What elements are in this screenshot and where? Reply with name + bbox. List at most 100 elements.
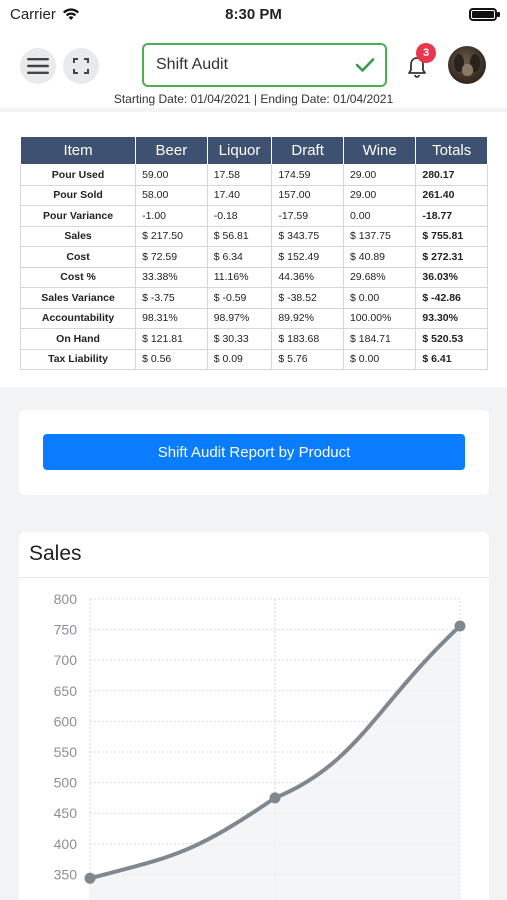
table-row: Cost $ 72.59 $ 6.34 $ 152.49 $ 40.89 $ 272.31 [19,246,488,268]
total-cell: -18.77 [415,205,488,227]
total-cell: $ 520.53 [415,328,488,350]
row-label: Accountability [19,307,137,329]
table-cell: 59.00 [135,164,208,186]
table-cell: $ 152.49 [271,246,344,268]
table-cell: $ 137.75 [342,225,417,247]
table-cell: 29.68% [342,266,417,288]
sales-point [269,792,281,804]
table-cell: $ 0.00 [342,348,417,370]
table-cell: $ 183.68 [271,328,344,350]
row-label: Cost % [19,266,137,288]
table-cell: $ 0.09 [206,348,273,370]
column-header: Draft [271,136,344,165]
notification-badge: 3 [416,43,436,63]
table-cell: 11.16% [206,266,273,288]
wifi-icon [62,8,79,20]
table-cell: 29.00 [342,164,417,186]
row-label: Pour Sold [19,184,137,206]
row-label: Cost [19,246,137,268]
avatar[interactable] [448,46,486,84]
sales-area [90,626,460,900]
total-cell: $ -42.86 [415,287,488,309]
table-cell: $ 30.33 [206,328,273,350]
table-cell: 33.38% [135,266,208,288]
table-cell: $ 56.81 [206,225,273,247]
table-cell: $ 40.89 [342,246,417,268]
hamburger-icon [27,58,49,74]
y-tick-label: 350 [54,866,78,882]
column-header: Wine [342,136,417,165]
table-cell: 89.92% [271,307,344,329]
page-title-selector[interactable]: Shift Audit [142,43,387,87]
divider [19,577,489,578]
table-cell: 29.00 [342,184,417,206]
sales-chart-card: Sales 800 750 700 650 600 550 500 450 400 350 300 [19,532,489,900]
table-row: Sales Variance $ -3.75 $ -0.59 $ -38.52 $ 0.… [19,287,488,309]
table-cell: 17.58 [206,164,273,186]
chart-title: Sales [29,542,82,565]
column-header: Totals [415,136,488,165]
table-cell: 98.31% [135,307,208,329]
table-cell: -0.18 [206,205,273,227]
audit-table: Item Beer Liquor Draft Wine Totals Pour … [19,136,488,370]
app-header: Shift Audit 3 Starting Date: 01/04/2021 … [0,28,507,108]
table-row: Pour Variance -1.00 -0.18 -17.59 0.00 -18.77 [19,205,488,227]
table-row: Pour Used 59.00 17.58 174.59 29.00 280.17 [19,164,488,186]
fullscreen-button[interactable] [63,48,99,84]
column-header: Beer [135,136,208,165]
table-cell: $ 5.76 [271,348,344,370]
row-label: Sales Variance [19,287,137,309]
table-row: Pour Sold 58.00 17.40 157.00 29.00 261.40 [19,184,488,206]
report-card: Shift Audit Report by Product [19,410,489,495]
table-cell: $ 6.34 [206,246,273,268]
table-cell: $ 0.00 [342,287,417,309]
total-cell: $ 6.41 [415,348,488,370]
y-tick-label: 300 [54,897,78,900]
table-cell: 44.36% [271,266,344,288]
status-bar: Carrier 8:30 PM [0,0,507,28]
total-cell: 280.17 [415,164,488,186]
menu-button[interactable] [20,48,56,84]
y-tick-label: 500 [54,775,78,791]
table-cell: $ -3.75 [135,287,208,309]
row-label: On Hand [19,328,137,350]
row-label: Tax Liability [19,348,137,370]
table-cell: $ 72.59 [135,246,208,268]
expand-icon [73,58,89,74]
table-row: On Hand $ 121.81 $ 30.33 $ 183.68 $ 184.71 $ … [19,328,488,350]
table-cell: $ 343.75 [271,225,344,247]
column-header: Item [19,136,137,165]
checkmark-icon [355,58,375,72]
shift-audit-report-button[interactable]: Shift Audit Report by Product [43,434,465,470]
table-row: Cost % 33.38% 11.16% 44.36% 29.68% 36.03% [19,266,488,288]
total-cell: $ 755.81 [415,225,488,247]
column-header: Liquor [206,136,273,165]
table-cell: 100.00% [342,307,417,329]
table-cell: $ 217.50 [135,225,208,247]
y-tick-label: 700 [54,652,78,668]
table-row: Tax Liability $ 0.56 $ 0.09 $ 5.76 $ 0.00 $ 6… [19,348,488,370]
table-row: Sales $ 217.50 $ 56.81 $ 343.75 $ 137.75 $ 75… [19,225,488,247]
y-tick-label: 750 [54,622,78,638]
table-cell: $ 184.71 [342,328,417,350]
table-header-row: Item Beer Liquor Draft Wine Totals [19,136,488,165]
table-cell: 17.40 [206,184,273,206]
total-cell: $ 272.31 [415,246,488,268]
y-tick-label: 600 [54,713,78,729]
battery-icon [469,7,500,21]
row-label: Pour Used [19,164,137,186]
table-cell: $ -0.59 [206,287,273,309]
total-cell: 36.03% [415,266,488,288]
table-cell: $ 0.56 [135,348,208,370]
carrier-label: Carrier [10,5,56,23]
y-tick-label: 800 [54,591,78,607]
sales-point [454,620,466,632]
table-cell: 0.00 [342,205,417,227]
table-cell: -17.59 [271,205,344,227]
table-cell: 98.97% [206,307,273,329]
audit-table-card: Item Beer Liquor Draft Wine Totals Pour … [0,112,507,387]
y-tick-label: 550 [54,744,78,760]
total-cell: 261.40 [415,184,488,206]
table-cell: $ -38.52 [271,287,344,309]
y-tick-label: 400 [54,836,78,852]
